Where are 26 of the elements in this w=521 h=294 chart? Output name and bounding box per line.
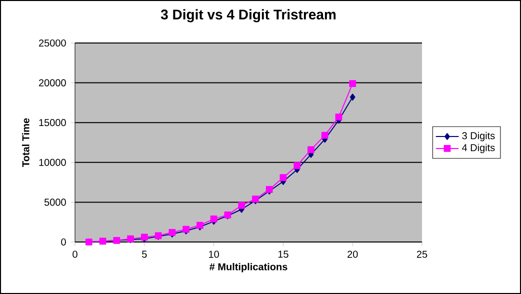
point [210,215,218,222]
point [335,114,342,120]
x-axis-title: # Multiplications [210,262,288,272]
point [349,80,356,88]
x-tick-label: 0 [72,250,78,258]
x-tick-label: 5 [142,250,147,258]
y-tick-label: 25000 [38,39,66,47]
y-tick-label: 20000 [38,79,66,86]
x-tick-label: 10 [208,250,219,258]
point [350,94,356,101]
y-axis-title: Total Time [22,118,30,167]
x-tick-label: 20 [348,250,358,258]
chart-title: 3 Digit vs 4 Digit Tristream [160,9,336,22]
legend-label: 3 Digits [462,132,495,142]
point [308,146,314,154]
point [238,202,245,209]
y-tick-label: 10000 [39,158,66,166]
x-tick-label: 15 [278,250,288,258]
y-tick-label: 0 [61,238,66,246]
x-tick-label: 25 [416,250,428,258]
point [294,162,301,170]
y-tick-label: 5000 [44,198,66,206]
legend-label: 4 Digits [462,144,495,154]
point [280,174,287,181]
point [321,132,328,139]
y-tick-label: 15000 [39,119,66,126]
